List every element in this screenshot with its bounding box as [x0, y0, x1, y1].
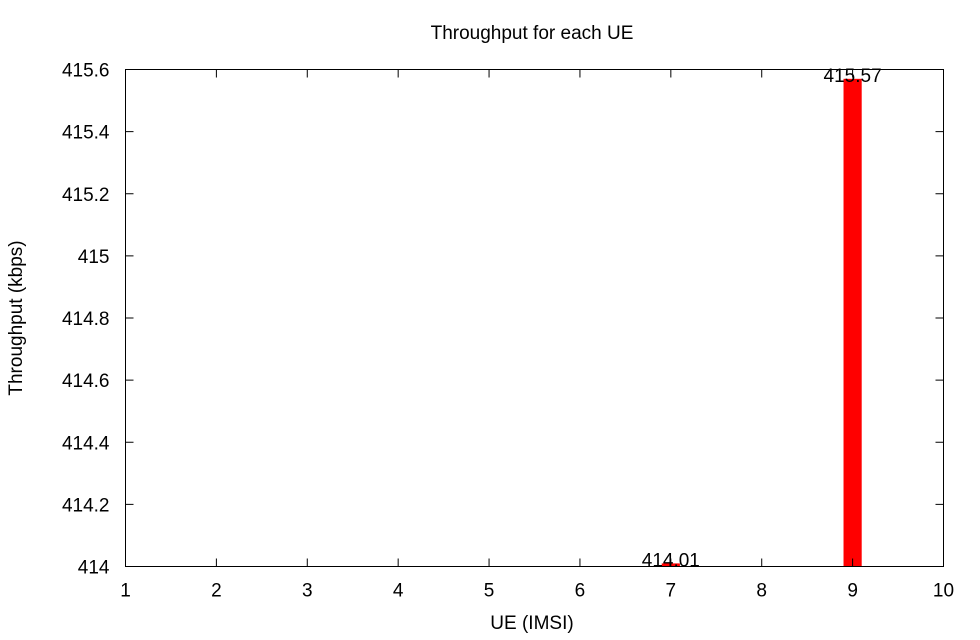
- y-axis-label: Throughput (kbps): [6, 240, 27, 395]
- y-tick-label: 414: [78, 558, 110, 579]
- chart-title: Throughput for each UE: [431, 23, 634, 44]
- x-tick-label: 10: [933, 581, 954, 602]
- bars-group: [661, 78, 862, 567]
- x-tick-label: 6: [575, 581, 586, 602]
- y-tick-label: 414.6: [62, 371, 110, 392]
- x-tick-label: 9: [847, 581, 858, 602]
- plot-frame: [125, 69, 944, 567]
- y-tick-label: 415: [78, 247, 110, 268]
- x-axis-label: UE (IMSI): [490, 613, 573, 634]
- x-tick-label: 4: [393, 581, 404, 602]
- y-tick-label: 414.4: [62, 433, 110, 454]
- bar-ue-9: [843, 78, 862, 567]
- y-tick-label: 415.2: [62, 185, 110, 206]
- x-tick-label: 5: [484, 581, 495, 602]
- y-tick-label: 414.8: [62, 309, 110, 330]
- x-axis: 1 2 3 4 5 6 7 8 9 10: [120, 69, 954, 602]
- x-tick-label: 8: [756, 581, 767, 602]
- x-tick-label: 3: [302, 581, 313, 602]
- y-tick-label: 415.4: [62, 123, 110, 144]
- y-tick-label: 414.2: [62, 495, 110, 516]
- y-axis: 414 414.2 414.4 414.6 414.8 415 415.2 415.4 415.…: [62, 61, 944, 579]
- x-tick-label: 7: [666, 581, 677, 602]
- x-tick-label: 2: [211, 581, 222, 602]
- y-tick-label: 415.6: [62, 61, 110, 82]
- x-tick-label: 1: [120, 581, 131, 602]
